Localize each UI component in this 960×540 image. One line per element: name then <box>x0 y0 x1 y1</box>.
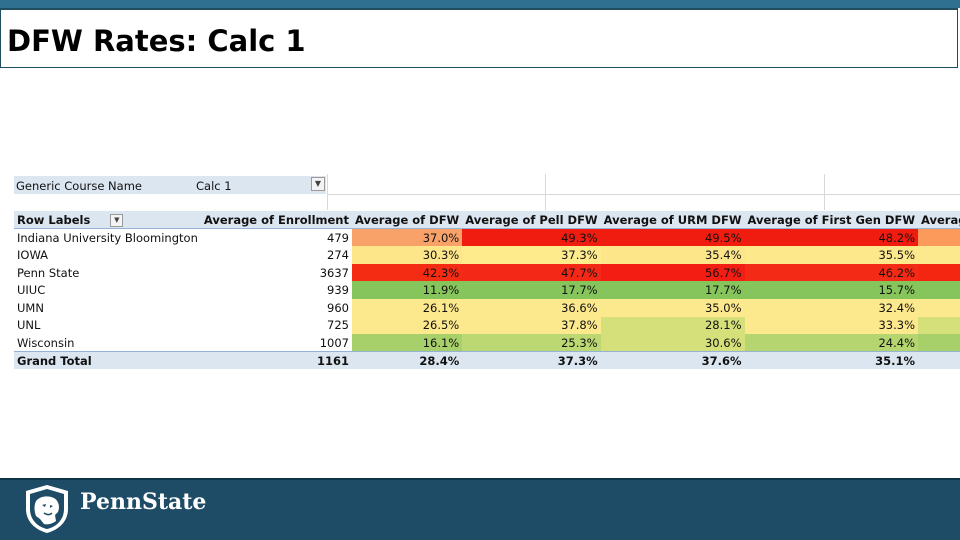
dfw-cell: 35.5% <box>744 246 919 264</box>
enrollment-cell: 1007 <box>319 335 349 350</box>
header-enrollment: Average of Enrollment <box>200 211 352 230</box>
header-first-gen-dfw: Average of First Gen DFW <box>744 211 919 230</box>
dfw-cell: 32.4% <box>744 298 919 317</box>
dfw-cell: 11.7% <box>918 281 960 299</box>
row-label: Indiana University Bloomington <box>17 230 198 245</box>
dfw-cell: 28.1% <box>600 316 745 335</box>
row-label: Wisconsin <box>17 335 75 350</box>
dfw-cell: 24.4% <box>744 334 919 352</box>
nittany-lion-shield-icon <box>26 485 68 533</box>
enrollment-cell: 3637 <box>319 265 349 280</box>
header-row-labels[interactable]: Row Labels ▼ <box>14 211 201 230</box>
gridline <box>824 174 825 210</box>
dfw-cell: 17.7% <box>462 281 601 299</box>
dfw-cell: 37.0% <box>352 228 463 247</box>
header-female-dfw: Average of Female DFW <box>918 211 960 230</box>
filter-row: Generic Course Name Calc 1 ▼ <box>14 176 960 194</box>
enrollment-cell: 725 <box>327 318 349 333</box>
filter-value: Calc 1 <box>196 179 232 193</box>
grand-total-row: Grand Total 1161 28.4% 37.3% 37.6% 35.1% <box>14 351 960 370</box>
filter-value-cell[interactable]: Calc 1 ▼ <box>192 176 326 194</box>
dfw-cell: 42.8% <box>918 263 960 282</box>
dfw-cell: 56.7% <box>600 263 745 282</box>
row-label: Penn State <box>17 265 80 280</box>
pivot-table: Row Labels ▼ Average of Enrollment Averag… <box>14 211 960 370</box>
enrollment-cell: 479 <box>327 230 349 245</box>
dfw-cell: 48.2% <box>744 228 919 247</box>
dfw-cell: 22.1% <box>918 316 960 335</box>
dfw-cell: 17.7% <box>600 281 745 299</box>
filter-label: Generic Course Name <box>16 179 142 193</box>
dfw-cell: 33.5% <box>918 228 960 247</box>
row-label: UNL <box>17 318 41 333</box>
grand-total-label: Grand Total <box>14 351 201 370</box>
dfw-cell: 37.8% <box>462 316 601 335</box>
dfw-cell: 35.4% <box>600 246 745 264</box>
dfw-cell: 26.1% <box>352 298 463 317</box>
grand-total-cell: 37.6% <box>600 351 745 370</box>
pivot-header-row: Row Labels ▼ Average of Enrollment Averag… <box>14 211 960 230</box>
dfw-cell: 42.3% <box>352 263 463 282</box>
footer-bar <box>0 478 960 540</box>
footer-divider <box>0 478 960 480</box>
dfw-cell: 25.1% <box>918 298 960 317</box>
title-box: DFW Rates: Calc 1 <box>0 8 958 68</box>
dfw-cell: 25.9% <box>918 246 960 264</box>
enrollment-cell: 274 <box>327 247 349 262</box>
grand-total-cell: 35.1% <box>744 351 919 370</box>
header-label: Row Labels <box>17 212 91 227</box>
title-top-strip <box>0 0 960 8</box>
grand-total-cell: 28.4% <box>352 351 463 370</box>
enrollment-cell: 939 <box>327 283 349 298</box>
filter-dropdown-icon[interactable]: ▼ <box>311 177 325 191</box>
grand-total-cell <box>918 351 960 370</box>
dfw-cell: 47.7% <box>462 263 601 282</box>
dfw-cell: 37.3% <box>462 246 601 264</box>
enrollment-cell: 960 <box>327 300 349 315</box>
row-labels-dropdown-icon[interactable]: ▼ <box>110 213 124 227</box>
dfw-cell: 11.9% <box>352 281 463 299</box>
dfw-cell: 36.6% <box>462 298 601 317</box>
pivot-sheet: Generic Course Name Calc 1 ▼ Row Labels ▼… <box>14 174 960 374</box>
row-label: UMN <box>17 300 44 315</box>
dfw-cell: 15.3% <box>918 334 960 352</box>
dfw-cell: 33.3% <box>744 316 919 335</box>
dfw-cell: 49.5% <box>600 228 745 247</box>
dfw-cell: 30.3% <box>352 246 463 264</box>
row-label: UIUC <box>17 283 46 298</box>
header-dfw: Average of DFW <box>352 211 463 230</box>
gridline <box>545 174 546 210</box>
row-label: IOWA <box>17 247 49 262</box>
table-row: Indiana University Bloomington 479 37.0% 49… <box>14 228 960 247</box>
dfw-cell: 30.6% <box>600 334 745 352</box>
dfw-cell: 49.3% <box>462 228 601 247</box>
grand-total-cell: 37.3% <box>462 351 601 370</box>
brand-wordmark: PennState <box>80 489 207 515</box>
header-pell-dfw: Average of Pell DFW <box>462 211 601 230</box>
gridline <box>327 194 960 195</box>
dfw-cell: 16.1% <box>352 334 463 352</box>
dfw-cell: 35.0% <box>600 298 745 317</box>
header-urm-dfw: Average of URM DFW <box>600 211 745 230</box>
grand-total-cell: 1161 <box>200 351 352 370</box>
dfw-cell: 46.2% <box>744 263 919 282</box>
filter-label-cell <box>14 176 192 194</box>
page-title: DFW Rates: Calc 1 <box>7 24 306 58</box>
dfw-cell: 25.3% <box>462 334 601 352</box>
gridline <box>327 174 328 210</box>
dfw-cell: 26.5% <box>352 316 463 335</box>
dfw-cell: 15.7% <box>744 281 919 299</box>
